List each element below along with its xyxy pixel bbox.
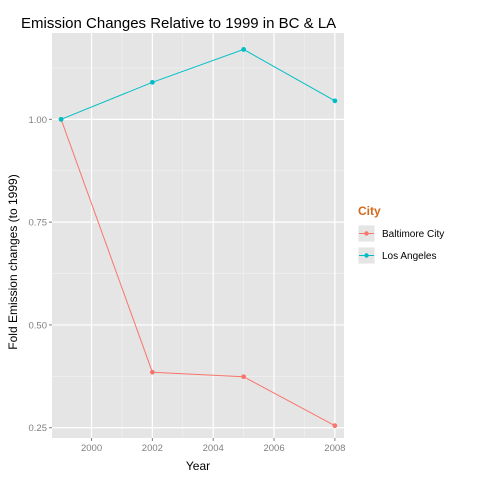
data-point-los-angeles xyxy=(149,79,155,85)
y-axis: 0.25 0.50 0.75 1.00 xyxy=(29,115,52,434)
series-layer xyxy=(58,47,338,429)
y-axis-title: Fold Emission changes (to 1999) xyxy=(6,174,20,349)
data-point-baltimore-city xyxy=(332,423,338,429)
data-point-los-angeles xyxy=(58,116,64,122)
x-tick-label: 2006 xyxy=(263,443,284,454)
data-point-baltimore-city xyxy=(149,369,155,375)
series-line-los-angeles xyxy=(60,48,336,120)
y-tick-label: 0.75 xyxy=(29,218,48,229)
chart-title: Emission Changes Relative to 1999 in BC … xyxy=(21,15,336,32)
legend-label-los-angeles: Los Angeles xyxy=(382,251,437,262)
series-line-baltimore-city xyxy=(60,119,336,427)
legend-label-baltimore-city: Baltimore City xyxy=(382,229,444,240)
x-axis-title: Year xyxy=(186,459,210,473)
plot-panel xyxy=(52,33,344,438)
legend-point-los-angeles xyxy=(364,253,369,258)
legend: City Baltimore City Los Angeles xyxy=(357,204,444,265)
x-tick-label: 2000 xyxy=(81,443,102,454)
legend-title: City xyxy=(358,204,381,218)
data-point-los-angeles xyxy=(241,47,247,52)
x-tick-label: 2004 xyxy=(203,443,224,454)
legend-point-baltimore-city xyxy=(364,231,369,236)
y-tick-label: 1.00 xyxy=(29,115,48,126)
y-tick-label: 0.25 xyxy=(29,423,48,434)
data-point-los-angeles xyxy=(332,98,338,104)
minor-grid xyxy=(52,33,344,438)
x-tick-label: 2008 xyxy=(324,443,345,454)
x-axis: 2000 2002 2004 2006 2008 xyxy=(81,438,345,454)
y-tick-label: 0.50 xyxy=(29,320,48,331)
x-tick-label: 2002 xyxy=(142,443,163,454)
data-point-baltimore-city xyxy=(241,374,247,380)
